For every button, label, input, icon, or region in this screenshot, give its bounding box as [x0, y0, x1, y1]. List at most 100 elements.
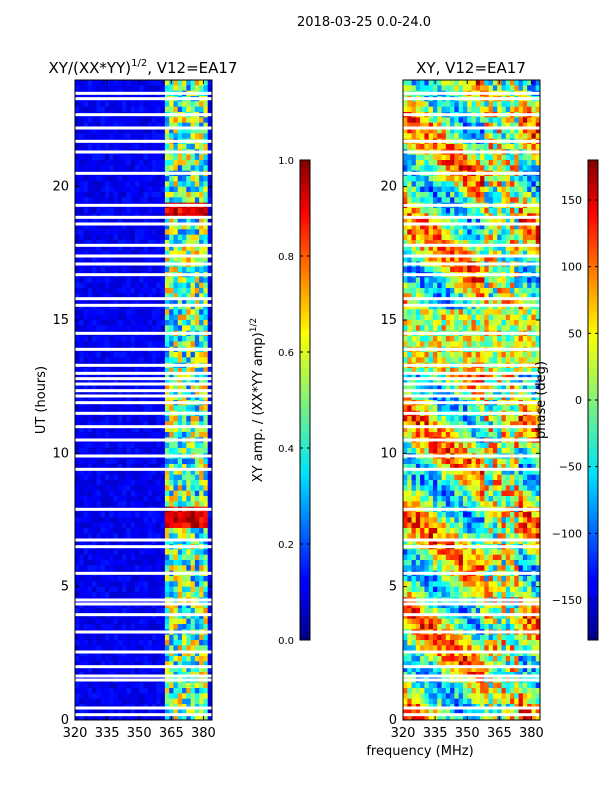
heatmap-cell [522, 106, 528, 113]
heatmap-cell [164, 490, 170, 497]
heatmap-cell [403, 192, 408, 198]
heatmap-cell [92, 442, 98, 449]
heatmap-cell [83, 186, 89, 193]
heatmap-cell [169, 288, 175, 294]
heatmap-cell [156, 517, 162, 524]
heatmap-cell [428, 208, 434, 214]
heatmap-cell [147, 186, 153, 193]
heatmap-cell [190, 186, 196, 193]
heatmap-cell [190, 122, 196, 129]
heatmap-cell [190, 586, 196, 593]
heatmap-cell [79, 432, 85, 438]
heatmap-cell [83, 320, 89, 326]
heatmap-cell [139, 288, 145, 294]
heatmap-cell [83, 154, 89, 161]
heatmap-cell [139, 576, 145, 582]
heatmap-cell [113, 640, 119, 646]
heatmap-cell [510, 181, 515, 188]
heatmap-cell [96, 645, 102, 652]
heatmap-cell [207, 522, 212, 529]
heatmap-cell [143, 234, 149, 241]
heatmap-cell [139, 432, 145, 438]
heatmap-cell [445, 234, 451, 241]
heatmap-cell [199, 458, 205, 465]
heatmap-cell [207, 176, 212, 182]
heatmap-cell [501, 229, 507, 236]
heatmap-cell [113, 714, 119, 720]
heatmap-cell [531, 160, 537, 166]
heatmap-cell [173, 389, 179, 396]
heatmap-cell [522, 128, 528, 134]
heatmap-cell [117, 480, 123, 486]
heatmap-cell [130, 256, 136, 262]
heatmap-cell [164, 325, 170, 332]
heatmap-cell [182, 314, 187, 321]
heatmap-cell [75, 560, 80, 566]
heatmap-cell [152, 208, 157, 214]
heatmap-cell [164, 458, 170, 465]
heatmap-cell [467, 208, 473, 214]
heatmap-cell [117, 576, 123, 582]
heatmap-cell [104, 421, 110, 428]
heatmap-cell [130, 634, 136, 641]
heatmap-cell [407, 154, 413, 161]
heatmap-cell [75, 282, 80, 289]
heatmap-cell [147, 314, 153, 321]
heatmap-cell [143, 128, 149, 134]
heatmap-cell [143, 256, 149, 262]
heatmap-cell [126, 378, 132, 385]
heatmap-cell [79, 106, 85, 113]
heatmap-cell [92, 586, 98, 593]
heatmap-cell [454, 176, 460, 182]
heatmap-cell [92, 80, 98, 86]
heatmap-cell [207, 245, 212, 252]
heatmap-cell [96, 490, 102, 497]
heatmap-cell [182, 602, 187, 609]
heatmap-cell [117, 357, 123, 364]
heatmap-cell [113, 176, 119, 182]
heatmap-cell [450, 133, 455, 140]
heatmap-cell [109, 240, 115, 246]
heatmap-cell [480, 181, 485, 188]
heatmap-cell [87, 416, 93, 422]
heatmap-cell [207, 533, 212, 540]
heatmap-cell [160, 661, 166, 668]
heatmap-cell [194, 565, 200, 572]
heatmap-cell [83, 608, 89, 614]
heatmap-cell [92, 245, 98, 252]
heatmap-cell [92, 608, 98, 614]
heatmap-cell [147, 389, 153, 396]
heatmap-cell [177, 602, 183, 609]
heatmap-cell [156, 80, 162, 86]
heatmap-cell [156, 229, 162, 236]
heatmap-cell [83, 421, 89, 428]
heatmap-cell [147, 208, 153, 214]
heatmap-cell [428, 165, 434, 172]
heatmap-cell [160, 528, 166, 534]
heatmap-cell [113, 592, 119, 598]
heatmap-cell [437, 240, 443, 246]
heatmap-cell [147, 496, 153, 502]
heatmap-cell [411, 133, 417, 140]
heatmap-cell [182, 693, 187, 700]
heatmap-cell [126, 122, 132, 129]
heatmap-cell [164, 117, 170, 124]
heatmap-cell [117, 368, 123, 374]
heatmap-cell [139, 645, 145, 652]
heatmap-cell [182, 458, 187, 465]
heatmap-cell [207, 656, 212, 662]
heatmap-cell [147, 698, 153, 705]
heatmap-cell [441, 160, 447, 166]
heatmap-cell [109, 560, 115, 566]
heatmap-cell [109, 256, 115, 262]
heatmap-cell [126, 245, 132, 252]
heatmap-cell [117, 448, 123, 454]
heatmap-cell [117, 373, 123, 380]
heatmap-cell [173, 133, 179, 140]
heatmap-cell [126, 581, 132, 588]
heatmap-cell [92, 464, 98, 470]
heatmap-cell [411, 208, 417, 214]
heatmap-cell [152, 426, 157, 433]
heatmap-cell [164, 224, 170, 230]
heatmap-cell [83, 618, 89, 625]
